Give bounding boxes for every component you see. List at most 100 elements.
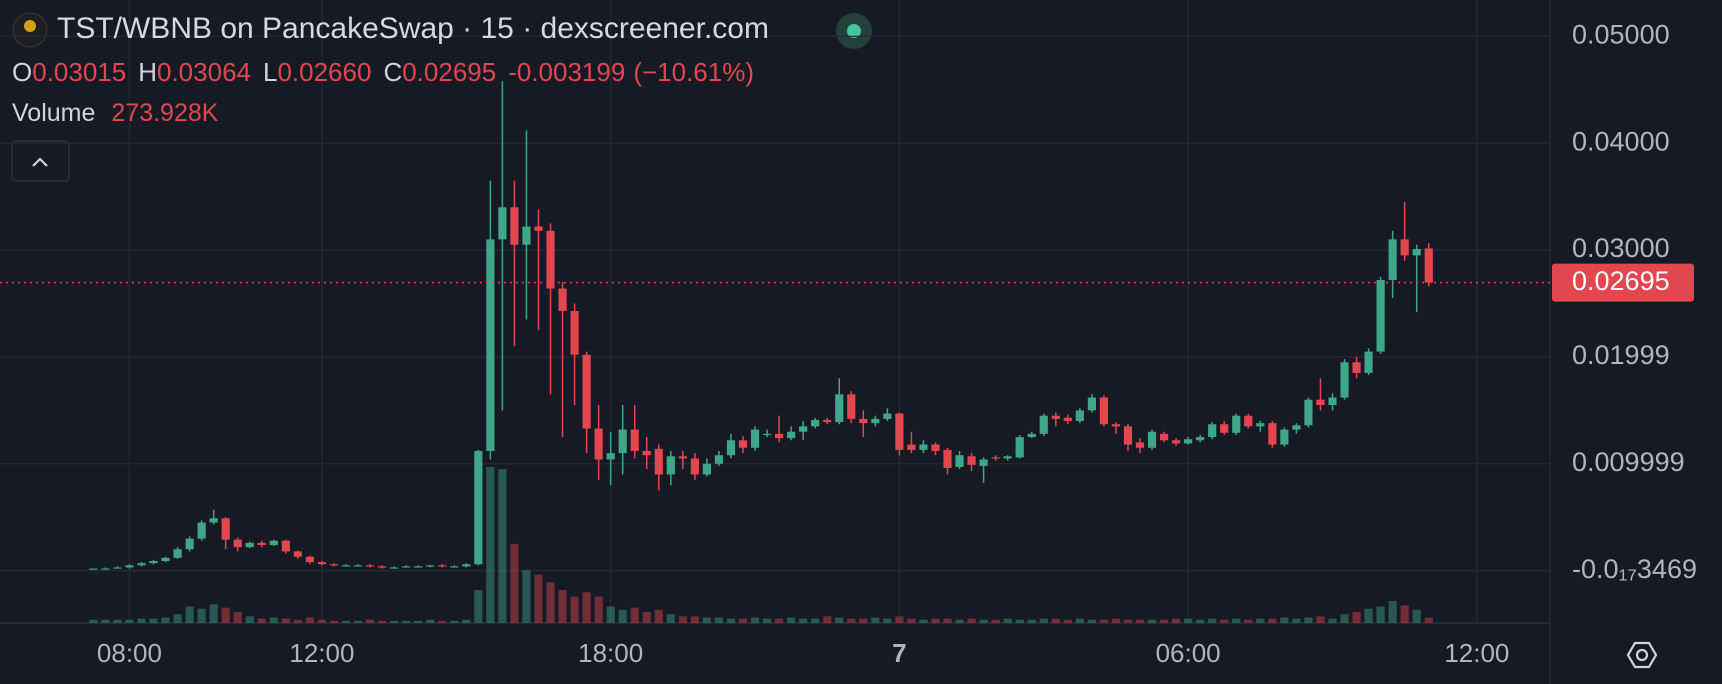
candle-body — [979, 459, 988, 466]
volume-bar — [859, 618, 868, 623]
volume-bar — [125, 619, 134, 623]
change-value: -0.003199 — [508, 57, 626, 87]
candle-body — [1172, 440, 1181, 444]
volume-bar — [1400, 605, 1409, 623]
candle-body — [353, 565, 363, 567]
candle-body — [522, 226, 531, 245]
volume-bar — [931, 618, 940, 623]
candle-body — [426, 565, 435, 567]
volume-bar — [847, 618, 856, 623]
candle-body — [1388, 239, 1397, 280]
last-price-label: 0.02695 — [1572, 266, 1670, 296]
volume-bar — [606, 606, 615, 623]
volume-bar — [341, 620, 351, 623]
volume-bar — [630, 607, 639, 623]
volume-bar — [1316, 616, 1325, 623]
volume-bar — [486, 467, 495, 623]
candle-body — [883, 413, 892, 419]
volume-bar — [522, 570, 531, 623]
volume-bar — [89, 619, 98, 623]
candle-body — [1159, 433, 1169, 441]
settings-center[interactable] — [1635, 648, 1649, 662]
volume-bar — [666, 614, 675, 623]
candle-body — [1051, 415, 1060, 419]
candle-body — [173, 549, 182, 558]
volume-bar — [1051, 618, 1060, 623]
candle-body — [943, 449, 952, 469]
ohlc-value: 0.02660 — [277, 57, 372, 87]
candle-body — [438, 565, 447, 567]
candle-body — [726, 440, 736, 456]
volume-bar — [377, 620, 387, 623]
volume-bar — [1135, 619, 1145, 623]
volume-bar — [835, 617, 844, 623]
x-tick-label: 06:00 — [1156, 638, 1221, 668]
collapse-button[interactable] — [11, 140, 70, 182]
settings-icon[interactable] — [1626, 641, 1658, 669]
volume-bar — [353, 620, 363, 623]
volume-bar — [233, 612, 242, 623]
y-tick-label: 0.009999 — [1572, 447, 1685, 477]
candle-body — [137, 563, 146, 566]
candle-body — [161, 557, 170, 562]
candle-body — [1316, 399, 1325, 406]
candle-body — [534, 226, 543, 231]
volume-bar — [534, 574, 543, 623]
logo-mark — [24, 20, 36, 32]
volume-bar — [871, 617, 880, 623]
volume-bar — [558, 590, 567, 623]
volume-bar — [1352, 612, 1361, 623]
volume-bar — [811, 618, 820, 623]
candle-body — [486, 239, 495, 451]
volume-bar — [137, 618, 146, 623]
volume-bar — [546, 582, 555, 623]
candle-body — [558, 288, 567, 311]
volume-bar — [450, 620, 459, 623]
candle-body — [811, 419, 820, 427]
volume-bar — [1364, 608, 1373, 623]
volume-bar — [149, 618, 158, 623]
ohlc-letter: L — [262, 57, 278, 87]
candle-body — [750, 429, 760, 448]
volume-bar — [895, 616, 904, 623]
volume-bar — [1220, 619, 1229, 623]
volume-bar — [1111, 618, 1121, 623]
candle-body — [269, 540, 278, 545]
candle-body — [1147, 431, 1157, 448]
x-tick-label: 12:00 — [1444, 638, 1509, 668]
candle-body — [606, 453, 615, 460]
volume-bar — [245, 616, 254, 623]
volume-bar — [919, 619, 928, 623]
candle-body — [907, 444, 916, 450]
collapse-chevron[interactable] — [32, 157, 48, 167]
candle-body — [341, 565, 351, 567]
candle-body — [1075, 410, 1084, 422]
volume-bar — [317, 619, 327, 623]
candle-body — [1135, 442, 1145, 448]
candle-body — [738, 440, 748, 448]
candle-body — [787, 431, 796, 439]
candle-body — [847, 394, 856, 419]
candle-body — [1424, 248, 1433, 283]
volume-bar — [1063, 619, 1072, 623]
volume-bar — [209, 604, 218, 623]
volume-bar — [293, 619, 302, 623]
candle-body — [510, 207, 519, 245]
chart-title: TST/WBNB on PancakeSwap · 15 · dexscreen… — [57, 12, 769, 45]
candle-body — [931, 444, 940, 451]
candle-body — [305, 556, 314, 563]
volume-bar — [967, 618, 976, 623]
settings-hexagon[interactable] — [1626, 641, 1658, 669]
volume-bar — [1280, 617, 1289, 623]
candle-body — [775, 433, 784, 439]
volume-bar — [305, 617, 314, 623]
candle-body — [630, 429, 639, 451]
volume-bar — [1376, 606, 1385, 623]
volume-bar — [726, 618, 736, 623]
volume-bar — [1304, 617, 1313, 623]
candle-body — [1352, 362, 1361, 373]
candle-body — [197, 522, 206, 539]
volume-bar — [1268, 618, 1277, 623]
